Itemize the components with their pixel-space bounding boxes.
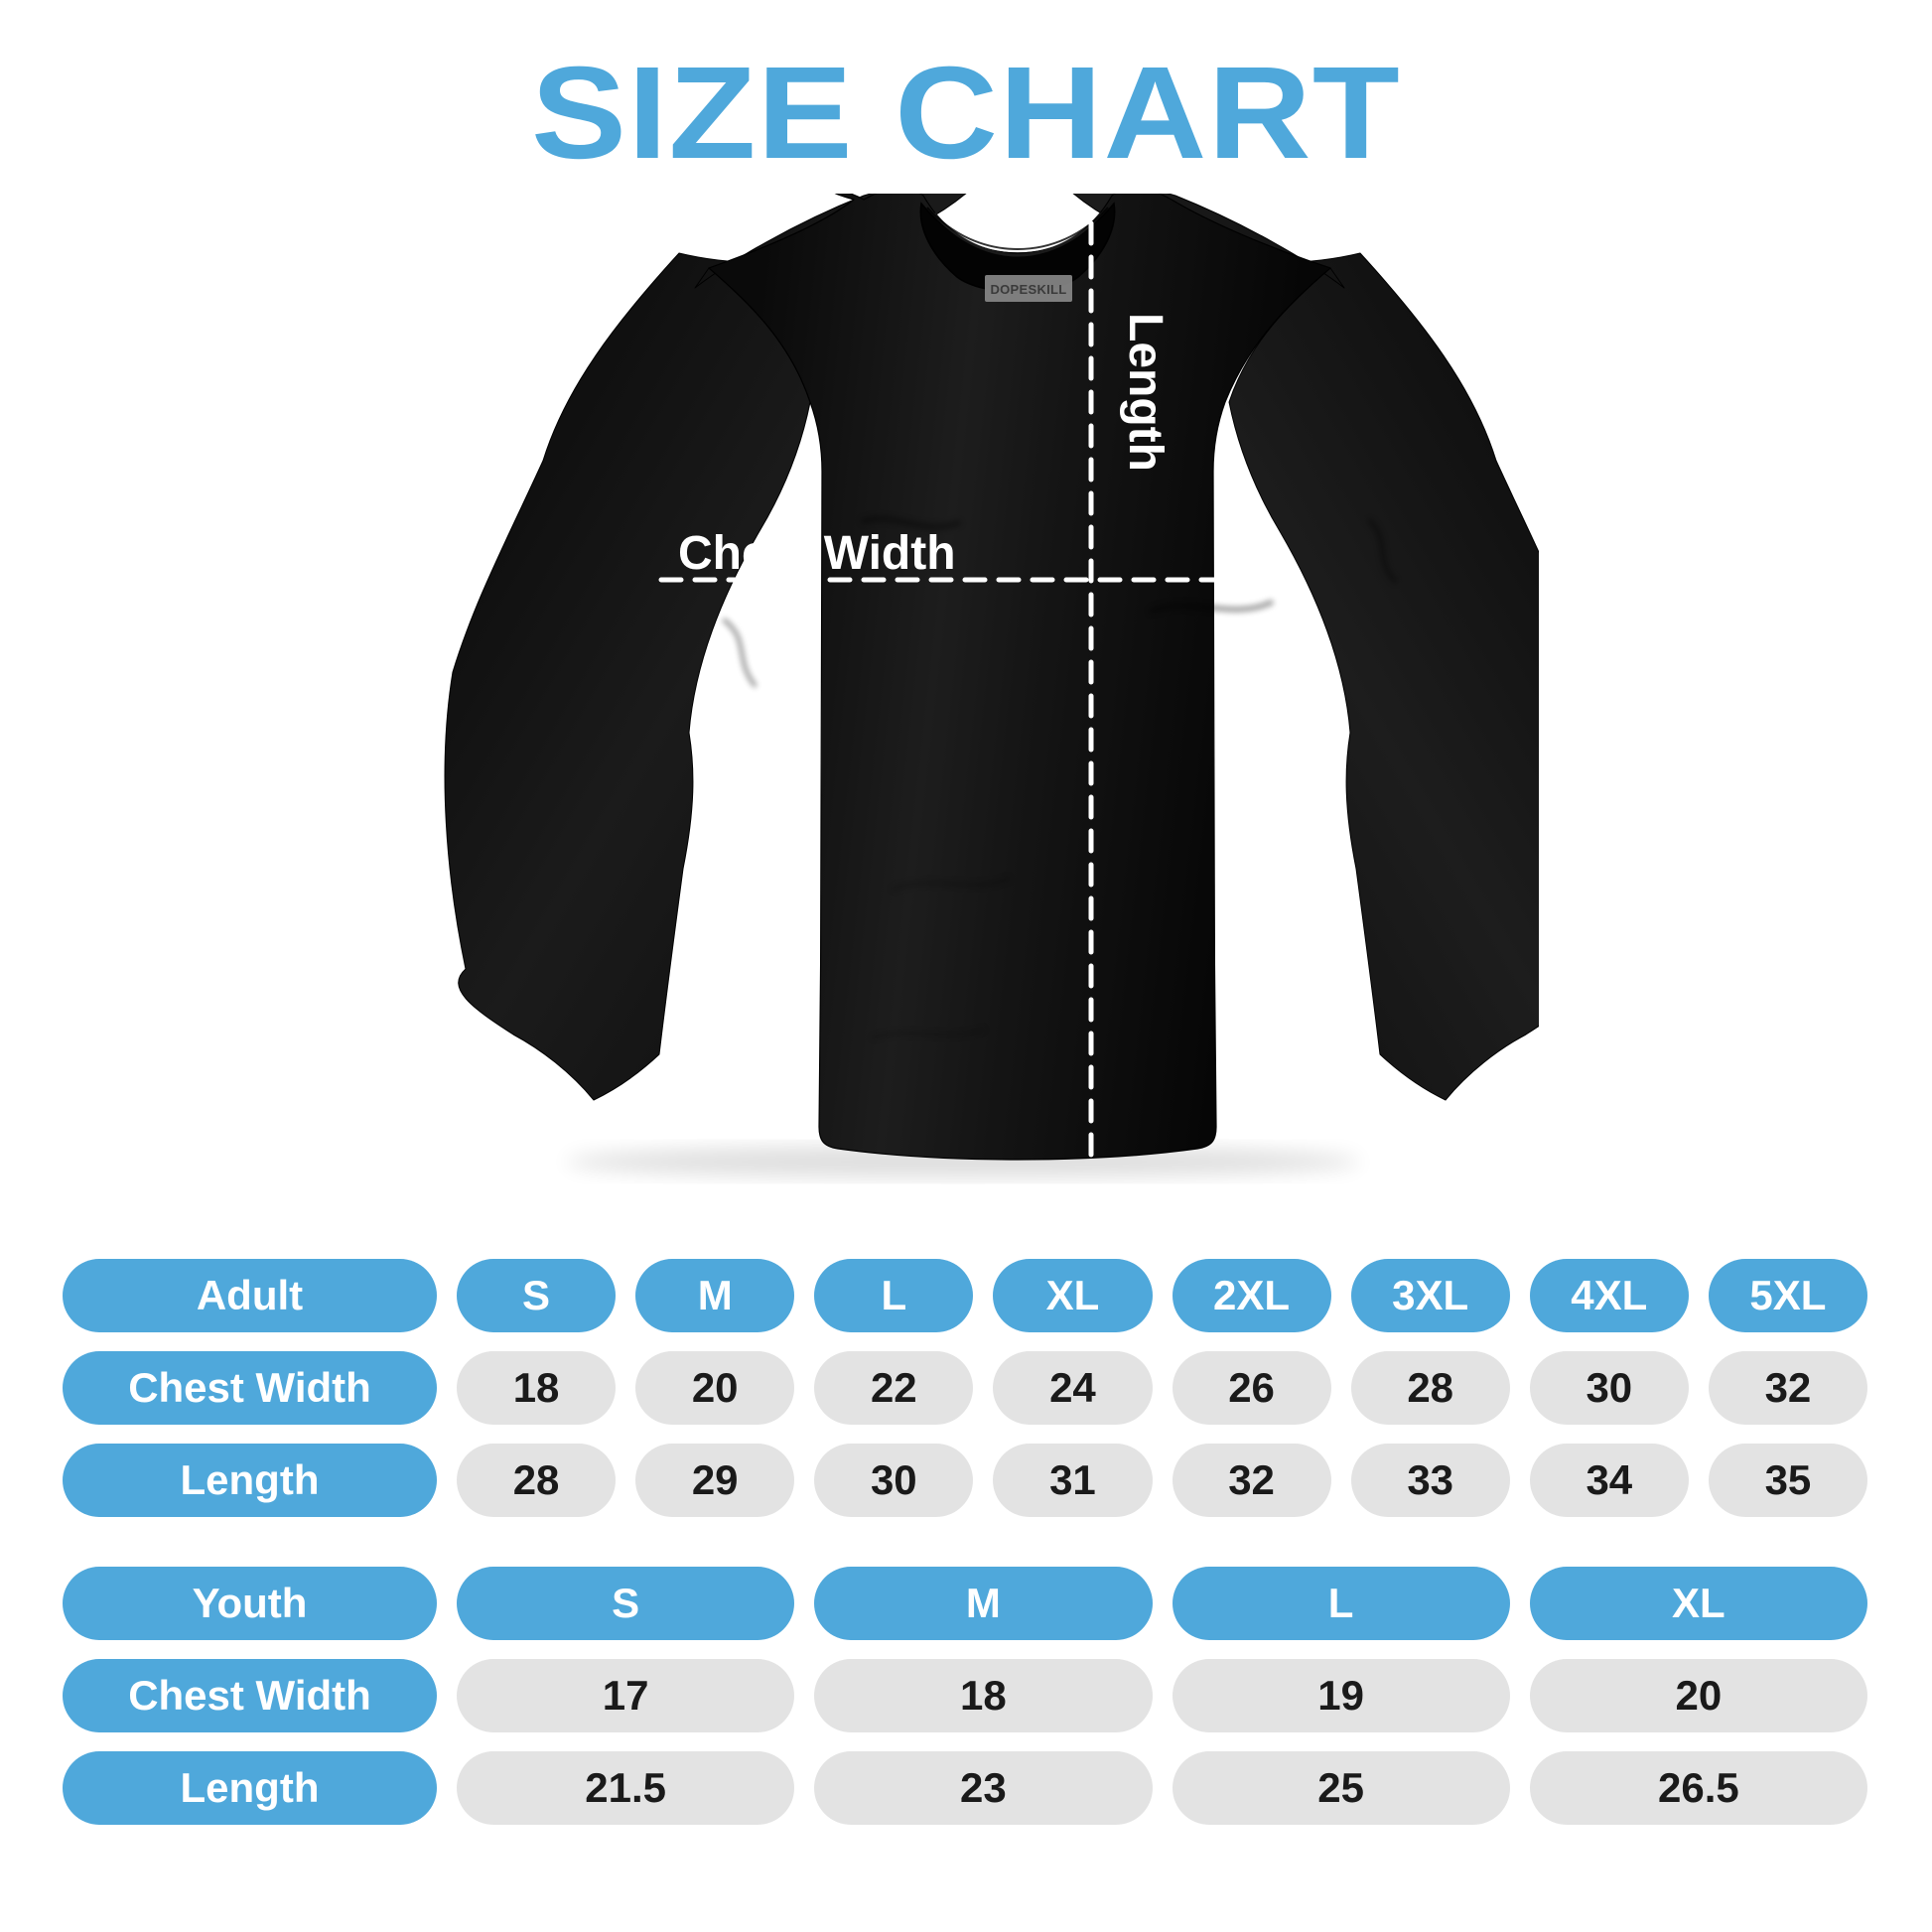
svg-text:Length: Length	[1119, 313, 1172, 472]
svg-text:Chest Width: Chest Width	[678, 527, 956, 580]
svg-text:DOPESKILL: DOPESKILL	[990, 282, 1066, 297]
